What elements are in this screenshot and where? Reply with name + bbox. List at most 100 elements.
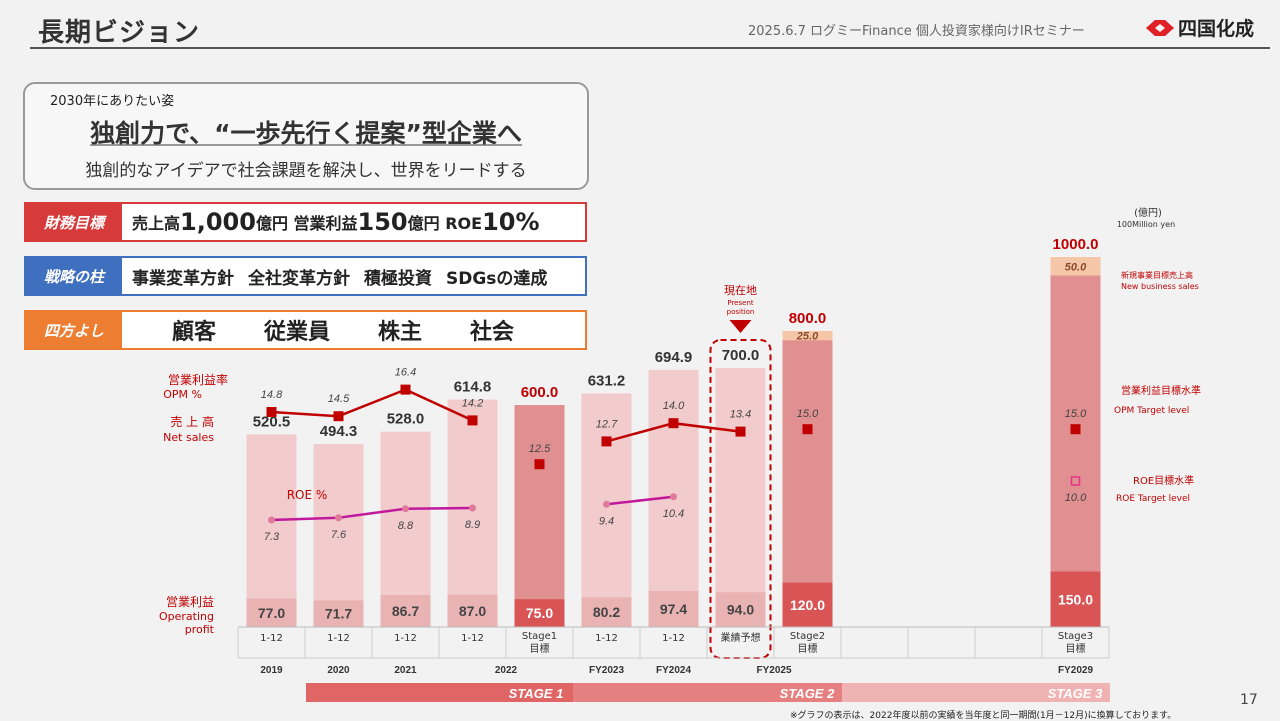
operating-profit-bar [380,594,431,627]
opm-marker [333,411,344,422]
x-tick-label: 1-12 [662,633,685,644]
x-tick-label: Stage2 [790,631,825,642]
new-business-bar [782,331,833,341]
x-tick-label: 業績予想 [721,631,761,644]
operating-profit-label: 75.0 [526,605,553,621]
sales-value-label: 1000.0 [1053,236,1099,253]
stage-bar [306,683,573,702]
stage-label: STAGE 2 [780,686,835,701]
opm-value-label: 14.8 [261,389,283,401]
strategy-tag: 戦略の柱 [26,258,122,294]
x-tick-label: 目標 [798,642,818,655]
x-year-label: FY2023 [589,665,624,676]
sales-bar [514,405,565,627]
roe-line [606,495,674,506]
opm-marker [802,424,813,435]
sales-value-label: 694.9 [655,349,693,366]
x-tick-label: 目標 [1066,642,1086,655]
roe-marker [268,516,275,524]
opm-marker [1070,424,1081,435]
x-tick-label: 1-12 [327,633,350,644]
x-tick-label: 1-12 [461,633,484,644]
stage-bar [573,683,842,702]
operating-profit-label: 87.0 [459,603,486,619]
sales-axis-label-en: Net sales [163,431,214,444]
financial-target-content: 売上高 1,000 億円 営業利益 150 億円 ROE 10% [132,204,540,240]
x-year-label: FY2029 [1058,665,1093,676]
sales-value-label: 700.0 [722,347,760,364]
company-logo: 四国化成 [1146,14,1254,41]
sales-axis-label: 売 上 高 [170,414,214,429]
financial-target-text: 億円 営業利益 [255,214,358,233]
x-year-label: FY2025 [756,665,791,676]
opm-axis-label: 営業利益率 [168,372,228,387]
financial-target-tag: 財務目標 [26,204,122,240]
roe-value-label: 10.0 [1065,492,1087,504]
yoshi-row: 四方よし 顧客 従業員 株主 社会 [24,310,587,350]
roe-marker [469,504,476,512]
operating-profit-bar [581,597,632,627]
opm-value-label: 15.0 [797,408,819,420]
operating-profit-label: 71.7 [325,606,352,622]
operating-profit-bar [1050,571,1101,627]
page-number: 17 [1240,692,1258,708]
roe-target-legend-en: ROE Target level [1116,494,1190,504]
roe-value-label: 8.9 [465,519,480,531]
roe-value-label: 8.8 [398,520,414,532]
sales-bar [1050,257,1101,627]
strategy-row: 戦略の柱 事業変革方針 全社変革方針 積極投資 SDGsの達成 [24,256,587,296]
operating-profit-label: 97.4 [660,601,687,617]
opm-marker [668,418,679,429]
vision-main: 独創力で、“一歩先行く提案”型企業へ [90,119,522,148]
x-year-label: 2021 [394,665,417,676]
unit-label-en: 100Million yen [1117,220,1175,229]
operating-profit-bar [313,600,364,627]
opm-value-label: 12.5 [529,443,551,455]
present-label-en: position [727,308,755,316]
financial-target-value: 150 [357,208,408,236]
strategy-item: SDGsの達成 [446,268,548,289]
roe-marker [335,514,342,522]
op-axis-label-en: Operating [159,610,214,623]
operating-profit-label: 120.0 [790,597,825,613]
yoshi-tag: 四方よし [26,312,122,348]
vision-sub: 独創的なアイデアで社会課題を解決し、世界をリードする [85,161,527,181]
sales-value-label: 614.8 [454,379,492,396]
opm-value-label: 14.0 [663,400,685,412]
strategy-content: 事業変革方針 全社変革方針 積極投資 SDGsの達成 [132,258,547,294]
opm-value-label: 14.5 [328,393,350,405]
operating-profit-bar [715,592,766,627]
operating-profit-bar [447,594,498,627]
op-axis-label-en: profit [185,623,215,636]
new-business-legend: 新規事業目標売上高 [1121,270,1193,280]
financial-target-text: 億円 ROE [407,214,483,233]
roe-series-label: ROE % [287,488,328,502]
logo-icon [1146,19,1174,36]
stage-label: STAGE 3 [1048,686,1103,701]
x-tick-label: 1-12 [394,633,417,644]
opm-marker [467,415,478,426]
yoshi-item: 社会 [470,320,515,345]
x-year-label: 2020 [327,665,350,676]
yoshi-item: 顧客 [172,320,217,345]
sales-bar [313,444,364,627]
x-tick-label: 目標 [530,642,550,655]
roe-value-label: 10.4 [663,508,684,520]
vision-label: 2030年にありたい姿 [50,94,175,109]
opm-value-label: 16.4 [395,367,416,379]
opm-value-label: 15.0 [1065,408,1087,420]
x-tick-label: Stage3 [1058,631,1093,642]
operating-profit-label: 80.2 [593,604,620,620]
roe-target-legend: ROE目標水準 [1133,474,1194,487]
stage-label: STAGE 1 [509,686,564,701]
sales-bar [782,331,833,627]
opm-line [271,388,474,422]
roe-target-marker [1070,476,1081,486]
sales-bar [715,368,766,627]
financial-target-text: 売上高 [132,214,181,233]
yoshi-item: 株主 [378,320,423,345]
vision-box: 2030年にありたい姿 独創力で、“一歩先行く提案”型企業へ 独創的なアイデアで… [23,82,589,190]
roe-line [271,506,473,522]
sales-value-label: 600.0 [521,384,559,401]
